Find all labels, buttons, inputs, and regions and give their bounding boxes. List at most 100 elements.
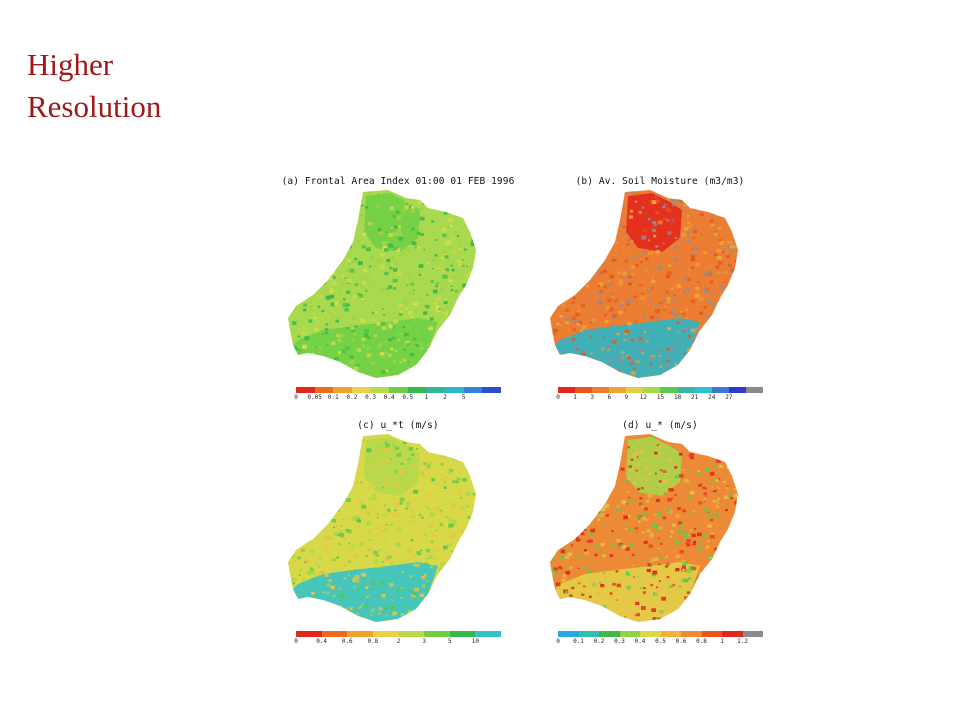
map-pixel <box>698 297 704 302</box>
map-pixel <box>577 509 580 512</box>
map-pixel <box>361 338 366 341</box>
map-pixel <box>642 251 647 255</box>
map-pixel <box>411 453 415 456</box>
map-pixel <box>677 330 680 333</box>
legend-swatch <box>475 631 501 637</box>
map-pixel <box>665 555 669 559</box>
map-pixel <box>466 264 468 267</box>
map-pixel <box>415 319 417 321</box>
legend-tick-label: 0.5 <box>402 394 414 401</box>
map-pixel <box>680 616 686 621</box>
map-pixel <box>610 369 615 373</box>
map-pixel <box>307 446 311 450</box>
map-pixel <box>409 575 412 578</box>
map-pixel <box>451 237 455 241</box>
map-pixel <box>394 225 398 229</box>
map-pixel <box>398 546 401 549</box>
map-pixel <box>642 531 645 534</box>
map-pixel <box>739 584 743 588</box>
map-pixel <box>329 288 334 292</box>
map-pixel <box>576 434 580 438</box>
map-pixel <box>366 191 371 196</box>
map-pixel <box>302 298 305 300</box>
map-pixel <box>715 213 719 216</box>
map-pixel <box>414 197 417 199</box>
map-pixel <box>559 571 561 573</box>
map-pixel <box>603 605 607 608</box>
map-pixel <box>721 248 726 252</box>
map-pixel <box>307 377 309 378</box>
map-pixel <box>630 544 634 547</box>
map-pixel <box>394 509 397 512</box>
map-pixel <box>330 204 334 207</box>
map-pixel <box>297 199 300 202</box>
map-pixel <box>441 454 445 458</box>
map-pixel <box>625 608 628 610</box>
map-pixel <box>314 506 318 510</box>
map-pixel <box>301 291 306 296</box>
map-pixel <box>608 198 613 202</box>
legend-tick-label: 0.3 <box>614 638 625 645</box>
map-pixel <box>463 593 468 597</box>
map-pixel <box>691 254 695 258</box>
map-pixel <box>344 207 349 211</box>
map-pixel <box>367 547 370 550</box>
map-pixel <box>397 232 402 237</box>
map-pixel <box>574 221 580 225</box>
map-pixel <box>318 345 323 349</box>
map-pixel <box>724 495 729 499</box>
map-pixel <box>671 300 675 303</box>
map-pixel <box>657 350 660 353</box>
map-pixel <box>330 585 335 590</box>
map-pixel <box>697 532 702 537</box>
map-pixel <box>704 487 707 490</box>
map-pixel <box>439 445 442 448</box>
map-pixel <box>730 270 735 274</box>
map-pixel <box>292 482 295 484</box>
map-pixel <box>610 192 615 196</box>
map-pixel <box>571 289 575 292</box>
map-pixel <box>559 269 564 273</box>
map-pixel <box>317 248 319 250</box>
map-pixel <box>460 587 466 591</box>
map-pixel <box>454 326 459 331</box>
map-pixel <box>407 370 411 373</box>
map-pixel <box>328 276 334 281</box>
map-pixel <box>329 294 335 299</box>
map-pixel <box>466 274 469 276</box>
map-pixel <box>588 269 593 273</box>
map-pixel <box>431 232 434 235</box>
map-pixel <box>308 197 314 201</box>
map-pixel <box>298 507 303 512</box>
map-pixel <box>325 368 330 372</box>
map-pixel <box>442 571 448 576</box>
map-pixel <box>603 269 607 273</box>
map-pixel <box>454 332 460 336</box>
map-pixel <box>320 279 322 281</box>
map-pixel <box>640 296 645 300</box>
map-pixel <box>626 503 628 505</box>
map-pixel <box>393 317 399 322</box>
map-pixel <box>550 505 555 509</box>
map-pixel <box>619 279 623 282</box>
map-pixel <box>452 521 457 525</box>
map-pixel <box>473 467 476 470</box>
map-pixel <box>420 516 424 519</box>
map-pixel <box>426 579 429 581</box>
map-pixel <box>352 493 355 495</box>
map-pixel <box>578 221 583 226</box>
map-pixel <box>711 359 715 362</box>
map-pixel <box>559 292 564 296</box>
map-pixel <box>671 523 676 527</box>
map-pixel <box>386 262 391 267</box>
map-pixel <box>657 617 661 621</box>
map-pixel <box>581 363 584 365</box>
map-pixel <box>679 200 683 203</box>
map-pixel <box>658 580 661 582</box>
map-pixel <box>459 507 462 509</box>
map-pixel <box>443 212 448 215</box>
map-pixel <box>697 618 703 622</box>
map-pixel <box>324 375 328 378</box>
map-pixel <box>471 564 475 568</box>
map-pixel <box>312 221 317 225</box>
